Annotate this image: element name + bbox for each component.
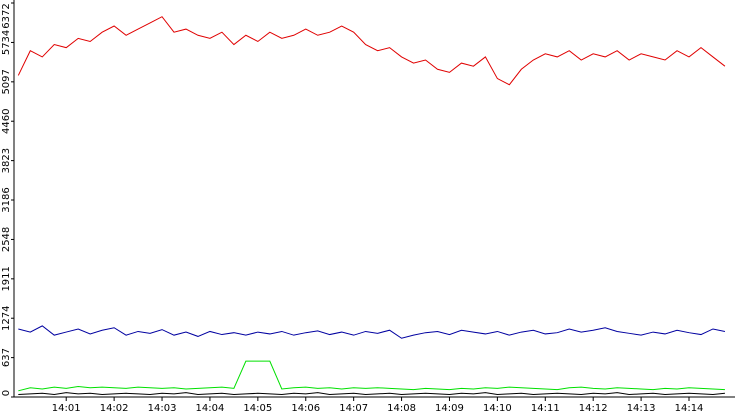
x-tick-label: 14:04: [196, 403, 225, 414]
x-tick-label: 14:08: [387, 403, 416, 414]
series-line: [18, 325, 726, 339]
y-tick-label: 1274: [1, 305, 12, 330]
series-line: [18, 392, 725, 396]
y-tick-label: 4460: [1, 108, 12, 133]
y-tick-label: 5734: [1, 30, 12, 55]
x-tick-label: 14:09: [435, 403, 464, 414]
x-tick-label: 14:07: [339, 403, 368, 414]
y-tick-label: 6372: [1, 3, 12, 28]
y-tick-label: 1911: [1, 266, 12, 291]
x-tick-label: 14:10: [483, 403, 512, 414]
series-line: [18, 360, 725, 392]
x-tick-label: 14:14: [675, 403, 704, 414]
x-tick-label: 14:03: [148, 403, 177, 414]
x-tick-label: 14:12: [579, 403, 608, 414]
x-tick-label: 14:05: [243, 403, 272, 414]
y-tick-label: 637: [1, 348, 12, 367]
x-tick-label: 14:06: [291, 403, 320, 414]
y-tick-label: 5097: [1, 69, 12, 94]
x-tick-label: 14:02: [100, 403, 129, 414]
y-tick-label: 0: [1, 390, 12, 396]
y-tick-label: 3823: [1, 148, 12, 173]
x-tick-label: 14:11: [531, 403, 560, 414]
y-tick-label: 2548: [1, 227, 12, 252]
x-tick-label: 14:13: [627, 403, 656, 414]
series-line: [17, 16, 726, 86]
y-tick-label: 3186: [1, 187, 12, 212]
x-tick-label: 14:01: [52, 403, 81, 414]
